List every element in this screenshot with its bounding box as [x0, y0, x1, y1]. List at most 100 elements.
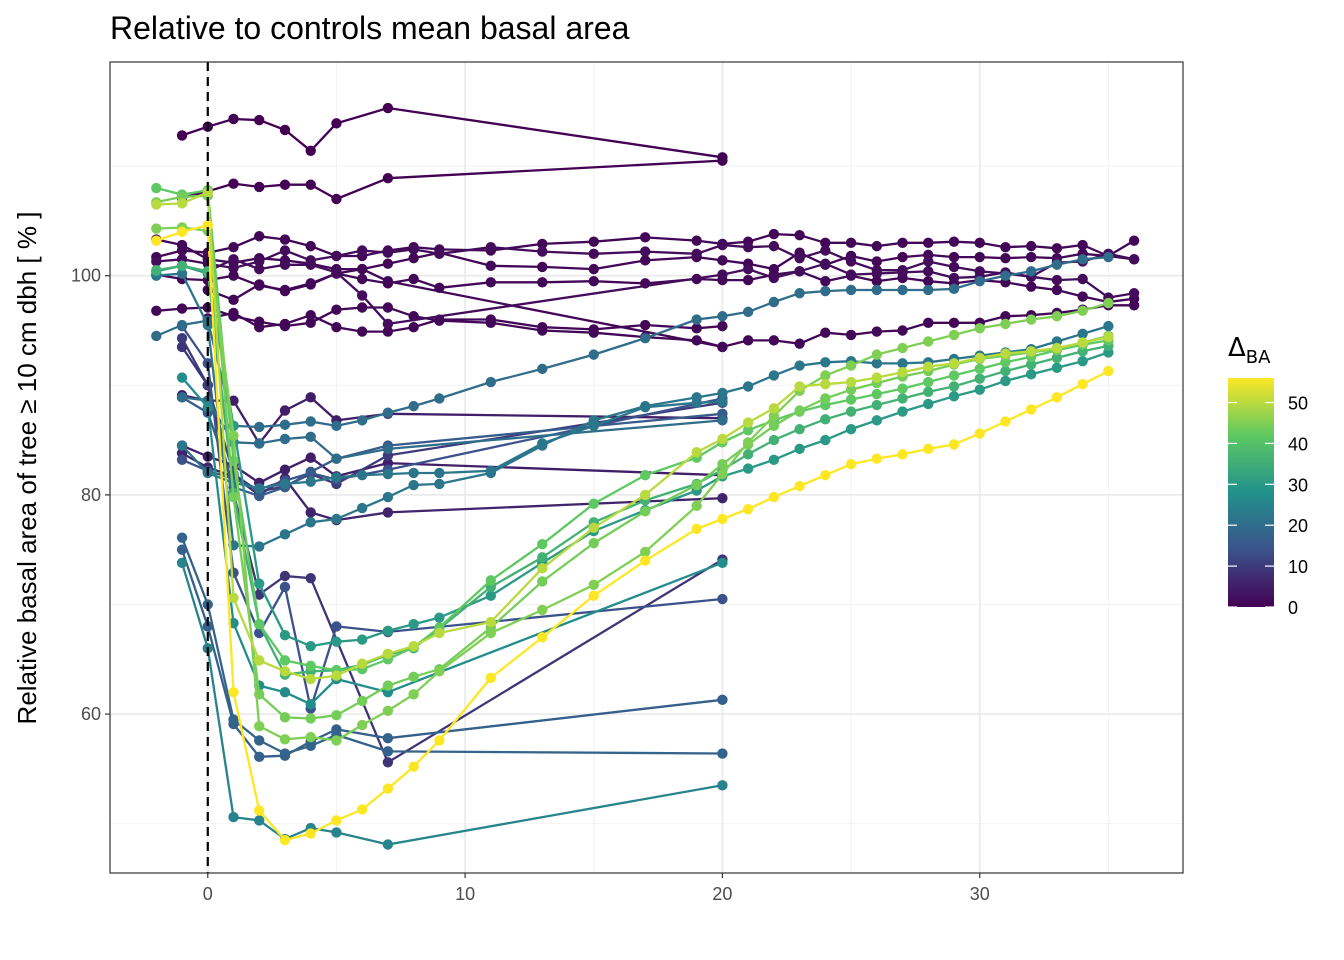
data-point — [408, 467, 419, 479]
x-tick-label: 10 — [455, 884, 475, 904]
data-point — [305, 317, 316, 329]
data-point — [228, 592, 239, 604]
data-point — [151, 235, 162, 246]
data-point — [1103, 331, 1114, 343]
data-point — [228, 254, 239, 265]
data-point — [331, 621, 342, 632]
data-point — [151, 256, 162, 267]
data-point — [485, 575, 497, 586]
data-point — [820, 237, 831, 249]
data-point — [974, 251, 985, 263]
data-point — [408, 400, 419, 412]
data-point — [897, 383, 908, 394]
data-point — [1103, 320, 1114, 332]
data-point — [254, 231, 265, 242]
series-layer — [151, 102, 1140, 850]
data-point — [537, 552, 548, 563]
data-point — [356, 263, 368, 275]
data-point — [1077, 305, 1088, 316]
data-point — [871, 372, 882, 383]
data-point — [640, 232, 651, 243]
data-point — [691, 500, 702, 512]
data-point — [254, 322, 265, 333]
data-point — [176, 239, 188, 251]
data-point — [279, 245, 291, 256]
data-point — [845, 284, 857, 296]
x-tick-label: 0 — [203, 884, 213, 904]
data-point — [691, 397, 702, 409]
data-point — [1128, 235, 1140, 246]
data-point — [331, 322, 342, 333]
y-axis: 60 80 100 — [71, 266, 110, 724]
data-point — [845, 329, 857, 341]
data-point — [820, 327, 831, 338]
data-point — [923, 237, 934, 249]
data-point — [948, 283, 960, 295]
data-point — [717, 311, 728, 322]
series-line — [156, 243, 1135, 278]
legend-tick-label: 30 — [1288, 475, 1308, 495]
data-point — [537, 238, 548, 250]
data-point — [356, 326, 368, 337]
data-point — [279, 285, 291, 297]
data-point — [794, 338, 805, 349]
data-point — [279, 748, 291, 759]
data-point — [382, 326, 394, 337]
legend-colorbar — [1228, 378, 1274, 607]
data-point — [356, 804, 368, 815]
data-point — [845, 360, 857, 371]
data-point — [151, 265, 162, 276]
data-point — [742, 437, 754, 448]
data-point — [742, 381, 754, 392]
data-point — [1051, 284, 1063, 296]
data-point — [923, 256, 934, 267]
data-point — [382, 491, 394, 503]
data-point — [742, 274, 754, 286]
data-point — [279, 124, 291, 136]
data-point — [691, 446, 702, 458]
data-point — [640, 332, 651, 344]
data-point — [717, 155, 728, 166]
data-point — [382, 247, 394, 258]
data-point — [382, 732, 394, 744]
data-point — [1051, 259, 1063, 270]
data-point — [485, 242, 497, 253]
data-point — [305, 259, 316, 270]
data-point — [434, 612, 445, 623]
legend-tick-label: 10 — [1288, 557, 1308, 577]
data-point — [382, 172, 394, 184]
data-point — [1128, 300, 1140, 311]
data-point — [948, 236, 960, 247]
data-point — [588, 236, 599, 247]
data-point — [1000, 242, 1011, 253]
data-point — [485, 260, 497, 272]
data-point — [356, 415, 368, 426]
legend-title: ΔBA — [1228, 333, 1271, 368]
data-point — [254, 256, 265, 267]
data-point — [408, 640, 419, 652]
data-point — [948, 391, 960, 402]
data-point — [948, 261, 960, 273]
data-point — [408, 689, 419, 700]
data-point — [742, 335, 754, 346]
data-point — [1103, 297, 1114, 309]
data-point — [640, 246, 651, 257]
data-point — [1025, 359, 1037, 370]
data-point — [691, 314, 702, 325]
data-point — [382, 507, 394, 518]
data-point — [305, 309, 316, 321]
legend-ticks: 0 10 20 30 40 50 — [1228, 394, 1308, 618]
data-point — [228, 307, 239, 319]
chart-title: Relative to controls mean basal area — [110, 10, 630, 46]
data-point — [1051, 311, 1063, 322]
data-point — [382, 275, 394, 287]
data-point — [537, 632, 548, 643]
data-point — [768, 454, 780, 466]
data-point — [434, 627, 445, 639]
data-point — [356, 302, 368, 313]
data-point — [176, 319, 188, 331]
data-point — [408, 273, 419, 285]
data-point — [897, 267, 908, 278]
data-point — [331, 267, 342, 278]
data-point — [820, 258, 831, 269]
